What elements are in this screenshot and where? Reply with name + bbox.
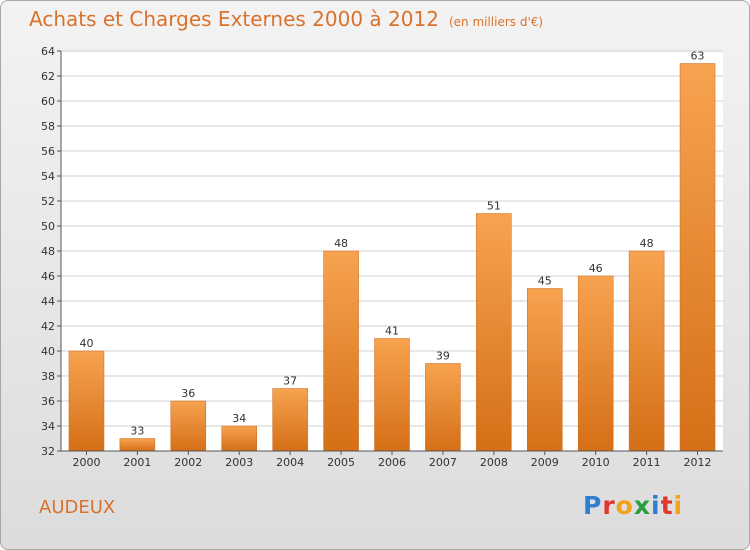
bar bbox=[425, 363, 461, 452]
y-tick-label: 60 bbox=[41, 95, 55, 108]
chart-subtitle: (en milliers d'€) bbox=[448, 15, 544, 29]
bar-value-label: 39 bbox=[436, 350, 450, 363]
bar-value-label: 51 bbox=[487, 200, 501, 213]
bar bbox=[476, 213, 512, 452]
y-tick-label: 54 bbox=[41, 170, 55, 183]
logo-letter: t bbox=[660, 491, 674, 520]
y-tick-label: 32 bbox=[41, 445, 55, 458]
bar-value-label: 36 bbox=[181, 387, 195, 400]
y-tick-label: 42 bbox=[41, 320, 55, 333]
y-tick-label: 38 bbox=[41, 370, 55, 383]
y-tick-label: 40 bbox=[41, 345, 55, 358]
proxiti-logo: Proxiti bbox=[583, 491, 683, 520]
bar bbox=[323, 250, 359, 452]
x-tick-label: 2008 bbox=[480, 456, 508, 469]
commune-name: AUDEUX bbox=[39, 497, 116, 518]
bar bbox=[221, 425, 257, 452]
chart-title: Achats et Charges Externes 2000 à 2012 (e… bbox=[29, 7, 543, 31]
y-tick-label: 44 bbox=[41, 295, 55, 308]
logo-letter: i bbox=[651, 491, 661, 520]
y-tick-label: 64 bbox=[41, 45, 55, 58]
x-tick-label: 2010 bbox=[582, 456, 610, 469]
bar-value-label: 33 bbox=[130, 425, 144, 438]
bar bbox=[679, 63, 716, 452]
logo-letter: i bbox=[673, 491, 684, 520]
logo-letter: P bbox=[583, 491, 603, 520]
bar bbox=[527, 288, 563, 452]
y-tick-label: 34 bbox=[41, 420, 55, 433]
logo-letter: o bbox=[615, 491, 634, 520]
bar bbox=[272, 388, 308, 452]
bar-value-label: 63 bbox=[691, 50, 705, 63]
x-tick-label: 2001 bbox=[123, 456, 151, 469]
x-tick-label: 2012 bbox=[684, 456, 712, 469]
y-tick-label: 56 bbox=[41, 145, 55, 158]
bar bbox=[68, 350, 105, 452]
y-tick-label: 58 bbox=[41, 120, 55, 133]
chart-title-text: Achats et Charges Externes 2000 à 2012 bbox=[29, 7, 439, 31]
x-tick-label: 2006 bbox=[378, 456, 406, 469]
bar bbox=[628, 250, 665, 452]
x-tick-label: 2005 bbox=[327, 456, 355, 469]
bar-value-label: 41 bbox=[385, 325, 399, 338]
bar-value-label: 48 bbox=[334, 237, 348, 250]
bar-value-label: 48 bbox=[640, 237, 654, 250]
y-tick-label: 36 bbox=[41, 395, 55, 408]
x-tick-label: 2009 bbox=[531, 456, 559, 469]
bar-value-label: 34 bbox=[232, 412, 246, 425]
y-tick-label: 52 bbox=[41, 195, 55, 208]
x-tick-label: 2004 bbox=[276, 456, 304, 469]
x-tick-label: 2002 bbox=[174, 456, 202, 469]
bar-value-label: 37 bbox=[283, 375, 297, 388]
bar bbox=[577, 275, 614, 452]
bar-value-label: 40 bbox=[79, 337, 93, 350]
x-tick-label: 2003 bbox=[225, 456, 253, 469]
y-tick-label: 46 bbox=[41, 270, 55, 283]
y-tick-label: 62 bbox=[41, 70, 55, 83]
x-tick-label: 2000 bbox=[72, 456, 100, 469]
x-tick-label: 2007 bbox=[429, 456, 457, 469]
logo-letter: x bbox=[633, 491, 651, 520]
y-tick-label: 50 bbox=[41, 220, 55, 233]
bar-value-label: 46 bbox=[589, 262, 603, 275]
y-tick-label: 48 bbox=[41, 245, 55, 258]
x-tick-label: 2011 bbox=[633, 456, 661, 469]
logo-letter: r bbox=[602, 491, 616, 520]
bar-value-label: 45 bbox=[538, 275, 552, 288]
bar bbox=[119, 438, 156, 452]
bar bbox=[374, 338, 410, 452]
bar bbox=[170, 400, 207, 452]
